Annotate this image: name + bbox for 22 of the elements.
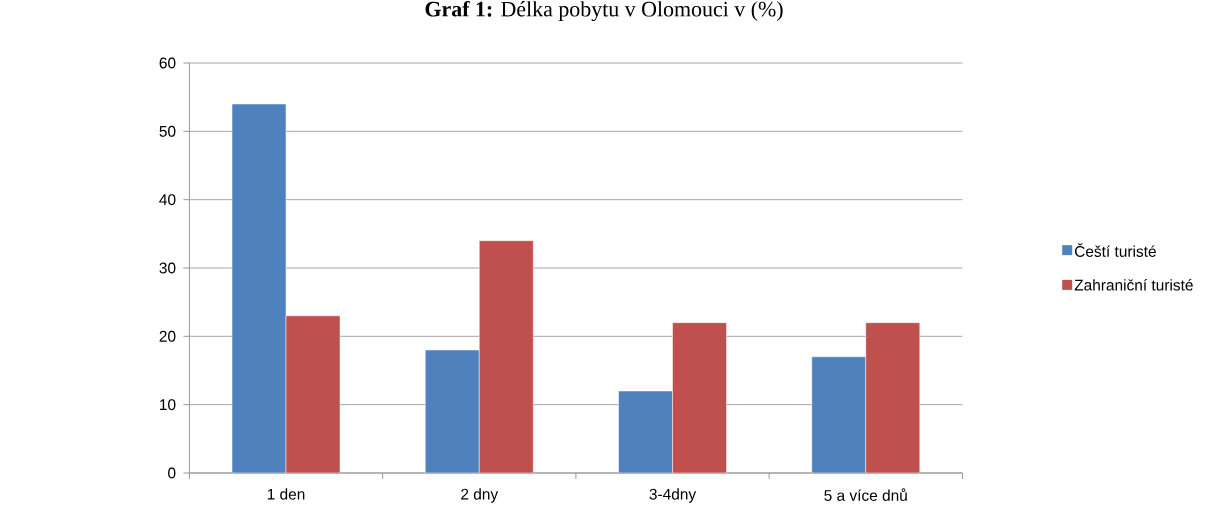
bar <box>231 103 287 473</box>
bar <box>285 315 341 473</box>
y-tick-label: 30 <box>159 262 176 274</box>
bar <box>479 240 534 473</box>
y-tick-label: 0 <box>168 467 176 479</box>
x-tick-label: 3-4dny <box>649 488 697 503</box>
legend-label: Zahraniční turisté <box>1074 279 1193 291</box>
y-tick-label: 60 <box>159 57 176 69</box>
x-tick-label: 2 dny <box>461 488 499 503</box>
bar <box>672 322 727 473</box>
bar <box>865 322 921 473</box>
x-tick-label: 5 a více dnů <box>824 488 907 501</box>
bar <box>618 390 673 473</box>
y-tick-label: 50 <box>159 125 176 137</box>
y-tick-label: 20 <box>159 330 176 342</box>
bar <box>811 356 867 473</box>
y-tick-label: 10 <box>160 399 176 411</box>
chart-title: Graf 1: Délka pobytu v Olomouci v (%) <box>425 0 783 22</box>
x-tick-label: 1 den <box>267 488 305 500</box>
legend-label: Čeští turisté <box>1074 243 1156 257</box>
bar <box>425 349 480 473</box>
y-tick-label: 40 <box>159 194 176 206</box>
